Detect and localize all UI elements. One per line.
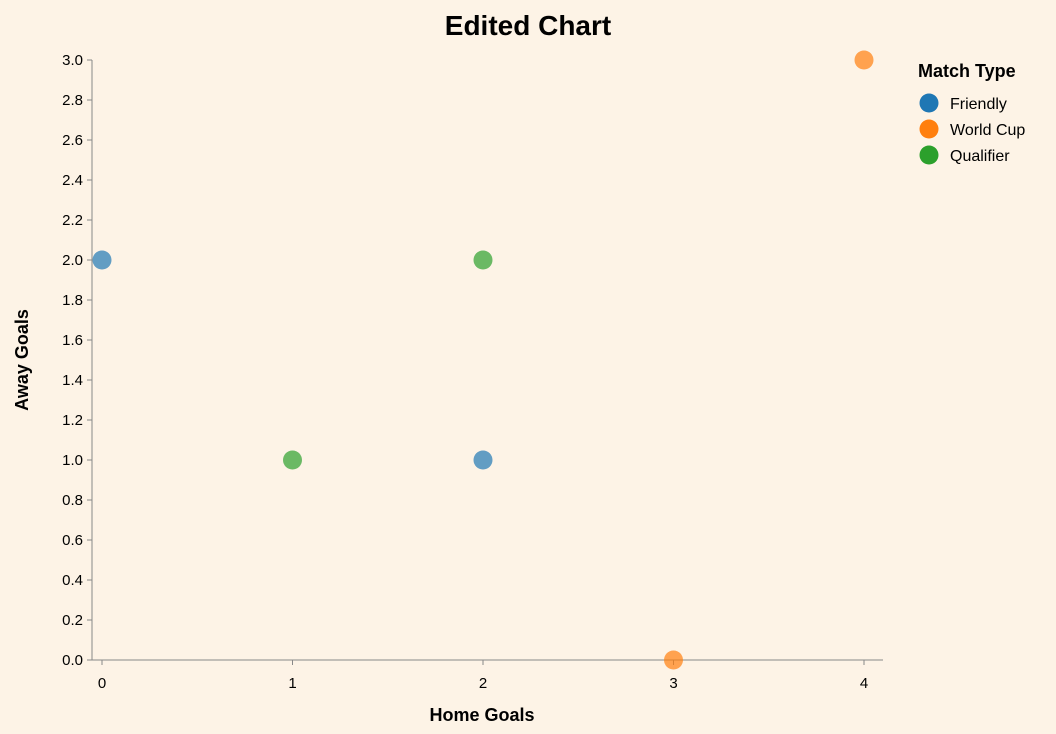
y-tick-label: 1.0: [62, 452, 83, 469]
y-tick-label: 0.0: [62, 652, 83, 669]
legend-title: Match Type: [918, 61, 1016, 81]
scatter-point-world-cup[interactable]: [664, 650, 683, 670]
scatter-point-friendly[interactable]: [92, 250, 112, 270]
x-tick-label: 1: [288, 675, 296, 692]
y-axis-title: Away Goals: [12, 309, 32, 411]
y-tick-label: 2.2: [62, 212, 83, 229]
x-axis-title: Home Goals: [429, 705, 534, 725]
x-tick-label: 2: [479, 675, 487, 692]
y-tick-label: 1.8: [62, 292, 83, 309]
y-tick-label: 1.4: [62, 372, 83, 389]
y-tick-label: 0.4: [62, 572, 83, 589]
y-tick-label: 3.0: [62, 52, 83, 69]
legend-label: World Cup: [950, 122, 1025, 139]
x-tick-label: 3: [669, 675, 677, 692]
legend-swatch: [919, 119, 939, 139]
y-tick-label: 2.0: [62, 252, 83, 269]
scatter-point-qualifier[interactable]: [473, 250, 493, 270]
x-tick-label: 4: [860, 675, 868, 692]
legend-label: Qualifier: [950, 148, 1010, 165]
chart-title: Edited Chart: [445, 10, 611, 41]
y-tick-label: 2.6: [62, 132, 83, 149]
y-axis: 0.0 0.2 0.4 0.6 0.8 1.0 1.2 1.4 1.6 1.8 2.0 2.2 2.4 2…: [62, 52, 93, 669]
y-tick-label: 2.4: [62, 172, 83, 189]
y-tick-label: 2.8: [62, 92, 83, 109]
data-points: [92, 50, 874, 670]
legend: Match Type Friendly World Cup Qualifier: [918, 61, 1025, 165]
y-tick-label: 0.8: [62, 492, 83, 509]
scatter-point-qualifier[interactable]: [283, 450, 302, 470]
legend-label: Friendly: [950, 96, 1007, 113]
x-axis: 0 1 2 3 4: [92, 659, 883, 692]
y-tick-label: 0.6: [62, 532, 83, 549]
scatter-point-friendly[interactable]: [473, 450, 493, 470]
legend-swatch: [919, 145, 939, 165]
y-tick-label: 1.2: [62, 412, 83, 429]
scatter-point-world-cup[interactable]: [854, 50, 874, 70]
legend-items: Friendly World Cup Qualifier: [919, 93, 1025, 165]
y-tick-label: 0.2: [62, 612, 83, 629]
y-tick-label: 1.6: [62, 332, 83, 349]
legend-swatch: [919, 93, 939, 113]
x-tick-label: 0: [98, 675, 106, 692]
